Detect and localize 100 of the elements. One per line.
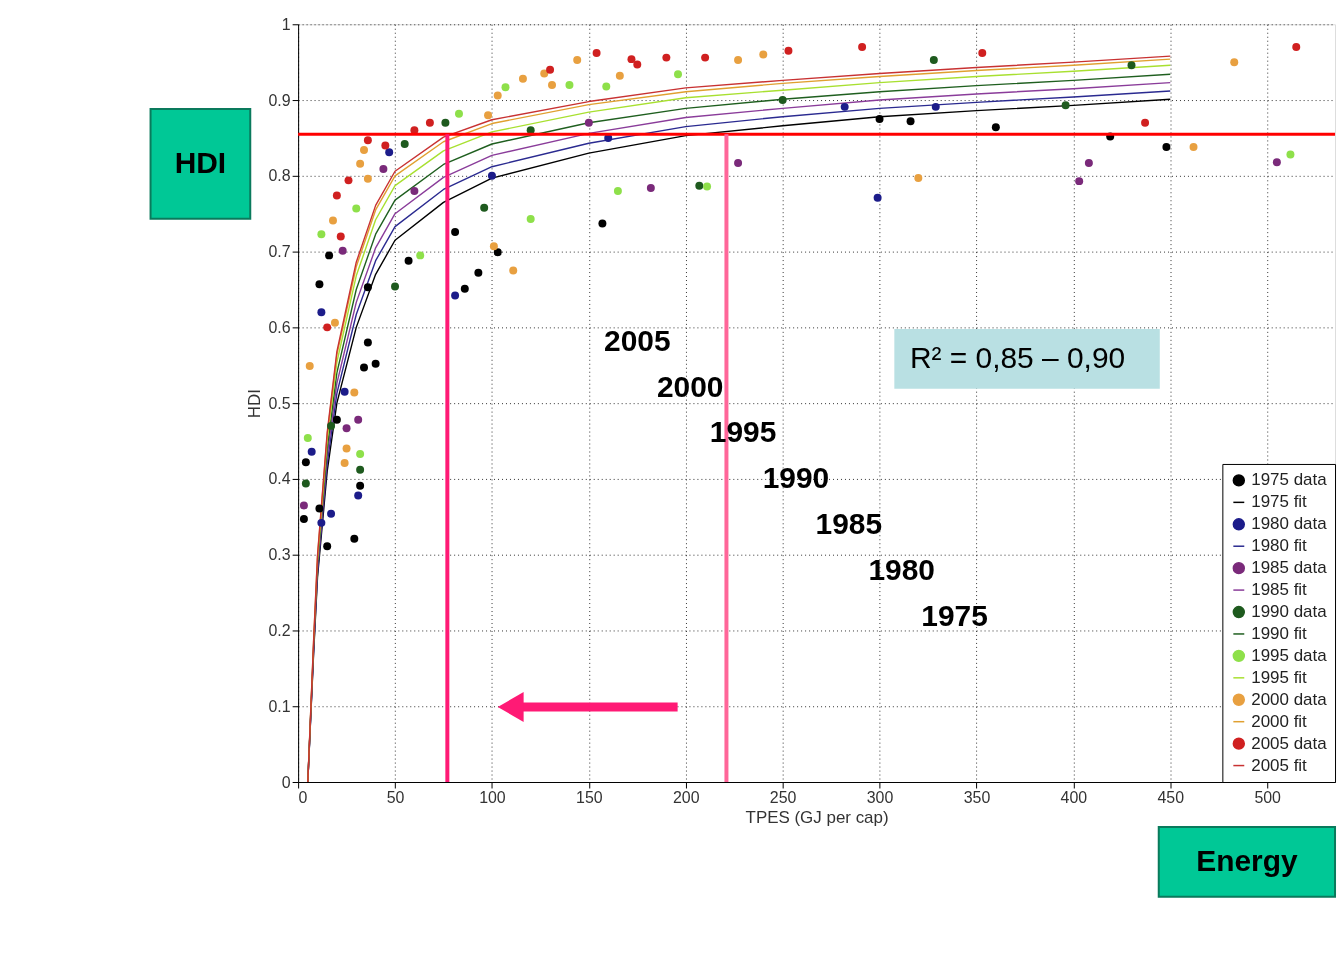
point (662, 53, 671, 62)
point (875, 115, 884, 123)
point (356, 449, 365, 458)
point (1286, 150, 1295, 159)
y-tick-label: 0.8 (268, 167, 291, 185)
point (734, 158, 743, 167)
point (379, 165, 388, 173)
legend-label: 1985 fit (1251, 580, 1308, 600)
point (501, 83, 510, 92)
annotation: 2005 (604, 323, 671, 357)
point (299, 515, 308, 524)
point (323, 542, 332, 551)
point (400, 140, 409, 148)
legend-label: 1995 data (1251, 645, 1328, 665)
point (1084, 158, 1093, 167)
point (340, 459, 349, 467)
point (323, 323, 332, 332)
point (317, 308, 326, 317)
point (592, 49, 601, 58)
point (573, 55, 582, 64)
point (734, 55, 743, 64)
point (1061, 101, 1070, 110)
point (307, 447, 316, 456)
x-tick-label: 0 (298, 789, 308, 807)
x-tick-label: 400 (1060, 789, 1088, 807)
point (873, 193, 882, 202)
legend-label: 2005 data (1251, 733, 1328, 753)
y-tick-label: 0.3 (268, 546, 291, 564)
y-axis-title: HDI (245, 389, 265, 419)
point (356, 159, 365, 168)
point (454, 109, 463, 118)
point (329, 216, 337, 225)
x-tick-label: 500 (1254, 789, 1282, 807)
point (404, 256, 413, 265)
point (451, 227, 460, 236)
annotation: 1980 (868, 552, 935, 586)
point (303, 434, 312, 442)
point (332, 191, 341, 200)
point (342, 444, 351, 453)
point (340, 387, 349, 396)
point (360, 146, 368, 155)
point (493, 91, 502, 100)
point (354, 491, 363, 500)
point (352, 204, 361, 213)
annotation: 1990 (762, 461, 830, 495)
x-tick-label: 200 (672, 789, 700, 807)
point (342, 424, 351, 433)
point (484, 111, 493, 120)
legend-label: 1975 data (1251, 470, 1328, 490)
point (480, 203, 489, 212)
point (674, 70, 682, 79)
point (1230, 58, 1239, 67)
point (416, 251, 425, 260)
point (487, 171, 496, 180)
point (363, 283, 372, 292)
legend-label: 1990 data (1251, 602, 1328, 622)
point (840, 102, 849, 111)
point (360, 363, 368, 372)
point (931, 102, 940, 111)
point (929, 55, 938, 64)
point (425, 118, 434, 127)
point (350, 388, 359, 397)
point (327, 421, 336, 430)
y-tick-label: 0 (281, 773, 291, 791)
y-tick-label: 0.4 (268, 470, 291, 488)
annotation: 2000 (656, 369, 724, 403)
point (493, 248, 502, 257)
point (363, 136, 372, 145)
legend-label: 1985 data (1251, 558, 1328, 578)
point (305, 362, 314, 370)
point (391, 282, 400, 291)
point (1189, 143, 1198, 152)
y-tick-label: 0.6 (268, 318, 291, 336)
y-tick-label: 0.1 (268, 697, 291, 715)
y-tick-label: 0.7 (268, 243, 291, 261)
point (354, 415, 363, 424)
x-tick-label: 450 (1157, 789, 1185, 807)
legend-label: 2000 fit (1251, 711, 1308, 731)
annotation: 1985 (815, 507, 883, 541)
point (509, 266, 518, 275)
point (474, 268, 483, 277)
y-tick-label: 0.2 (268, 621, 291, 639)
point (327, 509, 336, 518)
point (701, 53, 710, 62)
point (703, 182, 712, 191)
point (584, 118, 593, 127)
point (381, 141, 390, 150)
point (344, 176, 353, 185)
point (441, 118, 450, 127)
point (548, 80, 556, 89)
point (332, 415, 341, 424)
point (546, 65, 555, 74)
point (371, 359, 380, 368)
point (518, 74, 527, 83)
point (526, 215, 535, 223)
x-tick-label: 250 (769, 789, 797, 807)
point (363, 338, 372, 347)
point (325, 251, 334, 260)
point (330, 318, 339, 327)
point (759, 50, 768, 59)
